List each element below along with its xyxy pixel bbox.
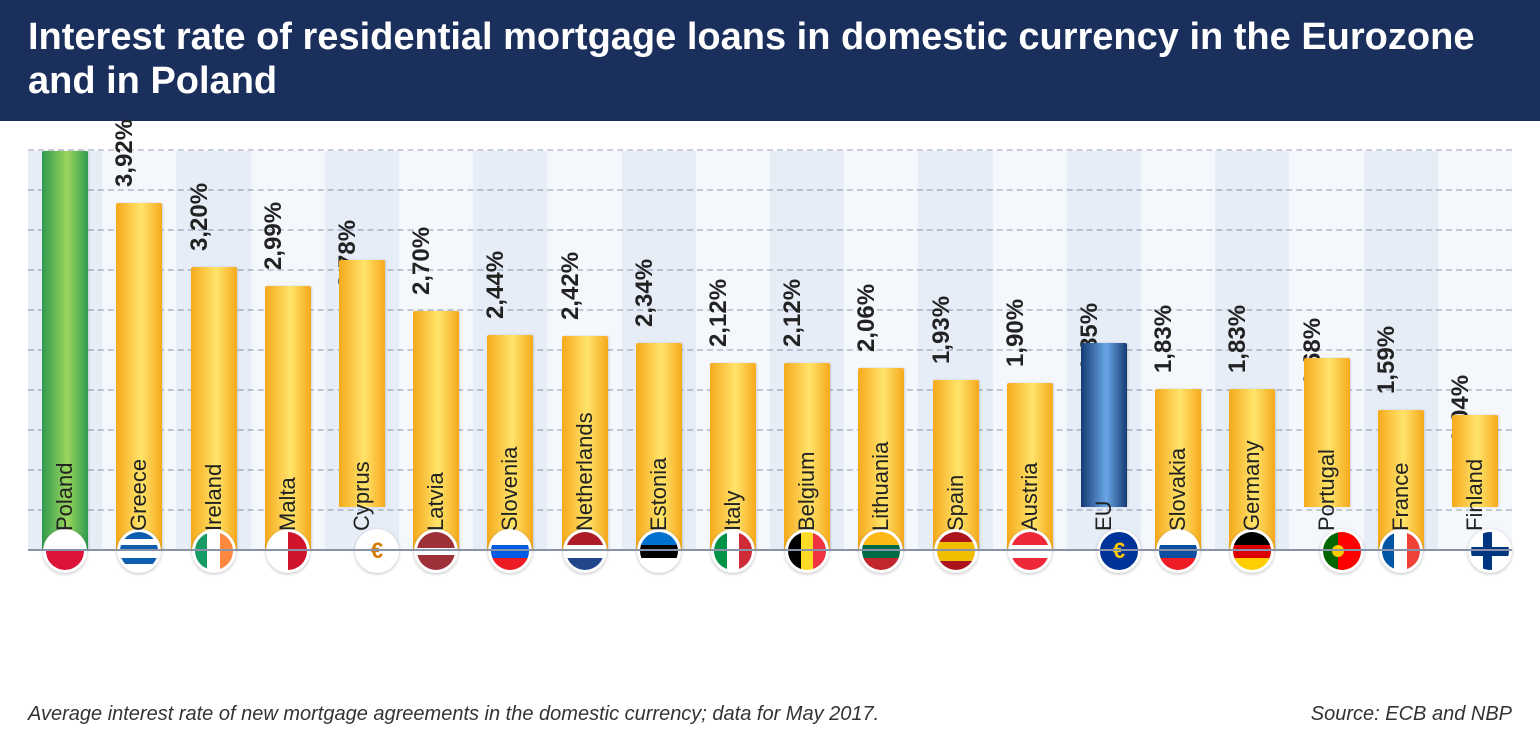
flag-icon (1320, 529, 1364, 573)
flag-icon (414, 529, 458, 573)
x-label: Malta (275, 511, 301, 531)
x-label: Estonia (646, 511, 672, 531)
x-axis-labels: Poland Greece Ireland Malta Cyprus Latvia Slov… (28, 460, 1512, 534)
x-label: Cyprus (349, 511, 375, 531)
value-label: 1,83% (1150, 305, 1178, 373)
value-label: 3,20% (186, 183, 214, 251)
value-label: 1,93% (928, 296, 956, 364)
x-label: Slovakia (1165, 511, 1191, 531)
flag-icon (785, 529, 829, 573)
x-label: Lithuania (868, 511, 894, 531)
flag-icon (117, 529, 161, 573)
x-label: Ireland (201, 511, 227, 531)
x-label: EU (1091, 511, 1117, 531)
x-label: Austria (1017, 511, 1043, 531)
flag-icon (1468, 529, 1512, 573)
value-label: 2,12% (705, 279, 733, 347)
x-label: Poland (52, 511, 78, 531)
flag-icon (266, 529, 310, 573)
flag-icon (711, 529, 755, 573)
x-label: Greece (126, 511, 152, 531)
value-label: 2,42% (557, 252, 585, 320)
x-label: Belgium (794, 511, 820, 531)
flag-icon: € (1097, 529, 1141, 573)
footnote-text: Average interest rate of new mortgage ag… (28, 703, 879, 726)
flag-icon (1379, 529, 1423, 573)
x-label: France (1388, 511, 1414, 531)
flag-icon (192, 529, 236, 573)
value-label: 2,34% (631, 259, 659, 327)
chart-area: 4,50%3,92%3,20%2,99%2,78%€2,70%2,44%2,42… (0, 121, 1540, 681)
x-label: Italy (720, 511, 746, 531)
flag-icon: € (355, 529, 399, 573)
x-label: Latvia (423, 511, 449, 531)
x-label: Germany (1239, 511, 1265, 531)
flag-icon (1008, 529, 1052, 573)
value-label: 3,92% (111, 119, 139, 187)
flag-icon (934, 529, 978, 573)
x-label: Slovenia (497, 511, 523, 531)
flag-icon (43, 529, 87, 573)
value-label: 2,44% (482, 250, 510, 318)
source-text: Source: ECB and NBP (1311, 703, 1512, 726)
flag-icon (1156, 529, 1200, 573)
value-label: 1,59% (1373, 326, 1401, 394)
value-label: 1,83% (1224, 305, 1252, 373)
value-label: 2,99% (260, 202, 288, 270)
flag-icon (1230, 529, 1274, 573)
flag-icon (488, 529, 532, 573)
x-label: Finland (1462, 511, 1488, 531)
value-label: 2,70% (408, 227, 436, 295)
x-axis-baseline (28, 549, 1512, 551)
x-label: Spain (943, 511, 969, 531)
x-label: Netherlands (572, 511, 598, 531)
chart-title: Interest rate of residential mortgage lo… (0, 0, 1540, 121)
flag-icon (563, 529, 607, 573)
chart-footer: Average interest rate of new mortgage ag… (28, 703, 1512, 726)
x-label: Portugal (1314, 511, 1340, 531)
flag-icon (859, 529, 903, 573)
value-label: 2,06% (853, 284, 881, 352)
flag-icon (637, 529, 681, 573)
value-label: 1,90% (1002, 298, 1030, 366)
value-label: 2,12% (779, 279, 807, 347)
